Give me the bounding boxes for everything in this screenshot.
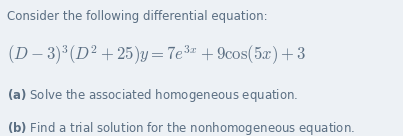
Text: $\bf{(b)}$ Find a trial solution for the nonhomogeneous equation.: $\bf{(b)}$ Find a trial solution for the… xyxy=(7,120,355,136)
Text: Consider the following differential equation:: Consider the following differential equa… xyxy=(7,10,268,23)
Text: $(D-3)^3(D^2+25)y = 7e^{3x} + 9\cos(5x) + 3$: $(D-3)^3(D^2+25)y = 7e^{3x} + 9\cos(5x) … xyxy=(7,44,306,67)
Text: $\bf{(a)}$ Solve the associated homogeneous equation.: $\bf{(a)}$ Solve the associated homogene… xyxy=(7,87,299,104)
